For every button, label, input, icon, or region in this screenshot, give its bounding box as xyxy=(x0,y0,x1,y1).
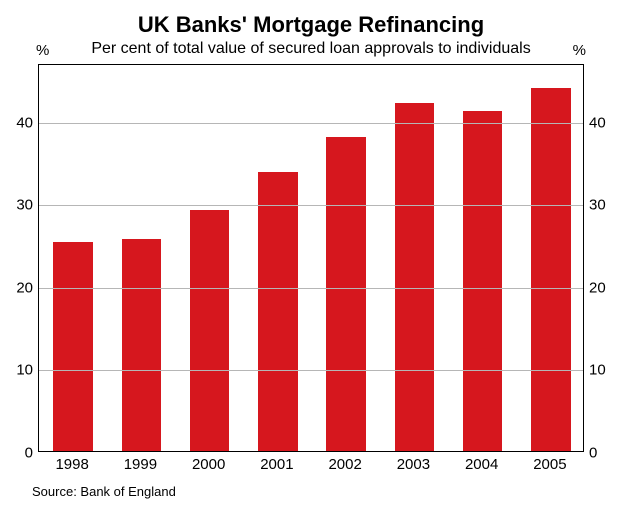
y-tick-label-right: 40 xyxy=(583,114,606,131)
chart-title: UK Banks' Mortgage Refinancing xyxy=(10,12,612,38)
bar xyxy=(531,88,571,451)
chart-container: UK Banks' Mortgage Refinancing Per cent … xyxy=(0,0,622,524)
x-tick-label: 1999 xyxy=(124,456,157,473)
y-tick-label-right: 0 xyxy=(583,445,597,462)
y-axis-unit-right: % xyxy=(573,42,586,59)
x-tick-label: 2004 xyxy=(465,456,498,473)
x-tick-label: 1998 xyxy=(55,456,88,473)
bar xyxy=(326,137,366,451)
y-tick-label-left: 20 xyxy=(16,279,39,296)
chart-subtitle: Per cent of total value of secured loan … xyxy=(10,40,612,58)
x-tick-label: 2001 xyxy=(260,456,293,473)
y-tick-label-left: 0 xyxy=(25,445,39,462)
x-axis-labels: 1998 1999 2000 2001 2002 2003 2004 2005 xyxy=(38,456,584,478)
gridline xyxy=(39,370,583,371)
bar xyxy=(463,111,503,451)
bar xyxy=(190,210,230,451)
plot-area: 001010202030304040 xyxy=(38,64,584,452)
bar xyxy=(53,242,93,451)
y-tick-label-right: 20 xyxy=(583,279,606,296)
gridline xyxy=(39,123,583,124)
gridline xyxy=(39,205,583,206)
x-tick-label: 2005 xyxy=(533,456,566,473)
bar xyxy=(122,239,162,451)
plot-outer: % % 001010202030304040 xyxy=(24,64,598,452)
source-text: Source: Bank of England xyxy=(32,484,612,499)
y-axis-unit-left: % xyxy=(36,42,49,59)
bar xyxy=(395,103,435,451)
y-tick-label-left: 10 xyxy=(16,362,39,379)
bar xyxy=(258,172,298,451)
x-tick-label: 2000 xyxy=(192,456,225,473)
x-tick-label: 2002 xyxy=(328,456,361,473)
y-tick-label-right: 30 xyxy=(583,197,606,214)
y-tick-label-left: 40 xyxy=(16,114,39,131)
gridline xyxy=(39,288,583,289)
x-tick-label: 2003 xyxy=(397,456,430,473)
y-tick-label-left: 30 xyxy=(16,197,39,214)
y-tick-label-right: 10 xyxy=(583,362,606,379)
